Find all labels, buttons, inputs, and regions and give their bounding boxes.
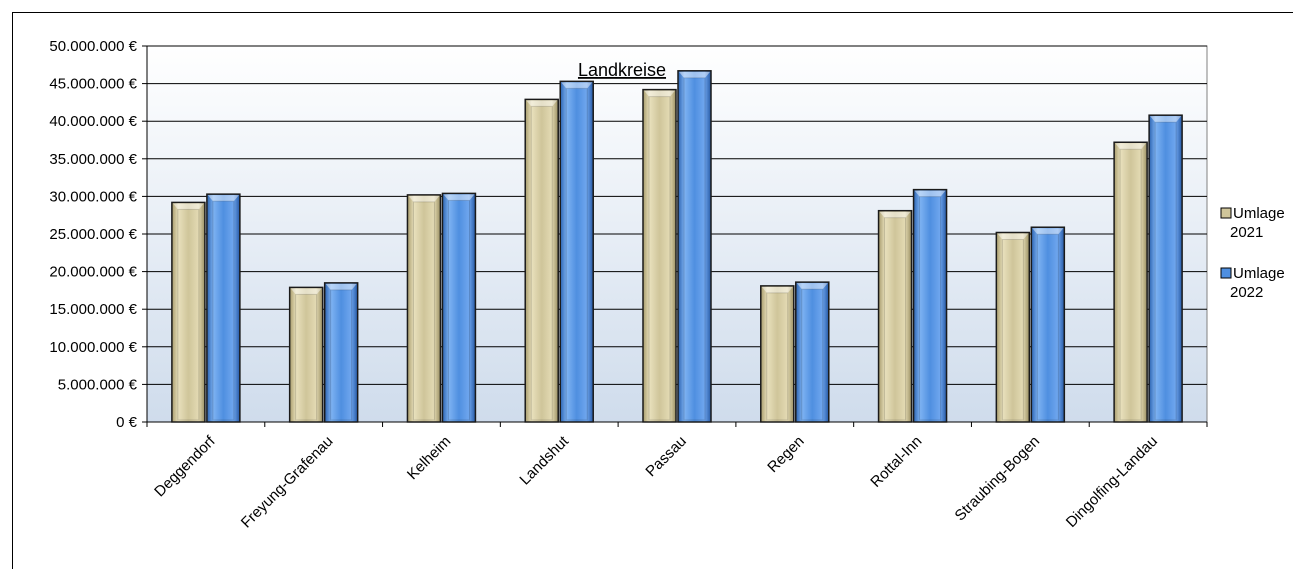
gridlines (147, 45, 1207, 385)
bar-bevel (914, 190, 946, 197)
legend-label: 2021 (1230, 224, 1263, 241)
legend-label: 2022 (1230, 284, 1263, 301)
legend-swatch (1220, 207, 1232, 219)
chart-frame (12, 12, 1293, 569)
bar-bevel (1032, 228, 1064, 235)
bar-umlage-2022 (1030, 226, 1066, 423)
legend-label: Umlage (1233, 205, 1285, 222)
bar-bevel (1115, 143, 1147, 150)
y-tick-label: 45.000.000 € (49, 76, 137, 93)
legend: Umlage 2021 Umlage 2022 (1220, 205, 1285, 301)
bar-inner-bevel (1119, 148, 1142, 421)
x-axis: Deggendorf Freyung-Grafenau Kelheim Landshu… (146, 421, 1208, 532)
bar-bevel (526, 100, 558, 107)
bar-umlage-2022 (323, 282, 359, 423)
bar-bevel (679, 71, 710, 78)
bar-inner-bevel (212, 200, 235, 421)
bar-inner-bevel (1001, 238, 1024, 421)
bar-inner-bevel (330, 289, 353, 421)
bar-inner-bevel (884, 217, 907, 421)
bar-umlage-2021 (642, 88, 677, 423)
bar-umlage-2022 (912, 188, 948, 423)
bar-inner-bevel (177, 208, 200, 421)
y-tick-label: 0 € (116, 414, 138, 431)
bar-umlage-2022 (559, 80, 594, 423)
bar-umlage-2021 (877, 209, 913, 423)
bar-umlage-2022 (1148, 114, 1183, 423)
y-axis: 0 € 5.000.000 € 10.000.000 € 15.000.000 € 20… (49, 38, 148, 431)
bar-bevel (644, 90, 675, 97)
x-tick-label: Passau (642, 433, 689, 480)
bar-umlage-2021 (171, 201, 206, 423)
bars (171, 70, 1183, 423)
x-tick-label: Regen (764, 433, 807, 476)
bar-bevel (207, 195, 239, 202)
bar-umlage-2022 (677, 70, 712, 423)
x-tick-label: Dingolfing-Landau (1063, 433, 1161, 531)
bar-inner-bevel (447, 199, 470, 421)
y-tick-label: 50.000.000 € (49, 38, 137, 55)
bar-bevel (443, 194, 475, 201)
bar-inner-bevel (919, 196, 942, 421)
y-tick-label: 20.000.000 € (49, 264, 137, 281)
bar-bevel (408, 195, 440, 202)
bar-inner-bevel (801, 288, 824, 421)
x-tick-label: Rottal-Inn (867, 433, 925, 491)
bar-umlage-2021 (288, 286, 324, 423)
bar-umlage-2021 (760, 285, 795, 423)
bar-bevel (879, 211, 911, 218)
bar-bevel (172, 203, 204, 210)
bar-umlage-2022 (795, 281, 830, 423)
y-tick-label: 15.000.000 € (49, 301, 137, 318)
y-tick-label: 35.000.000 € (49, 151, 137, 168)
y-tick-label: 40.000.000 € (49, 113, 137, 130)
bar-umlage-2021 (1113, 141, 1148, 423)
x-tick-label: Landshut (516, 432, 572, 488)
x-tick-label: Straubing-Bogen (952, 433, 1044, 525)
bar-umlage-2022 (441, 192, 477, 423)
bar-umlage-2021 (524, 98, 559, 423)
bar-inner-bevel (412, 201, 435, 421)
bar-inner-bevel (648, 96, 671, 421)
bar-inner-bevel (530, 105, 553, 421)
y-tick-label: 10.000.000 € (49, 339, 137, 356)
bar-bevel (561, 82, 593, 89)
bar-inner-bevel (683, 77, 706, 421)
x-tick-label: Kelheim (404, 433, 454, 483)
bar-bevel (290, 288, 322, 295)
bar-inner-bevel (766, 292, 789, 421)
x-tick-label: Deggendorf (151, 432, 219, 500)
x-tick-label: Freyung-Grafenau (238, 433, 337, 532)
bar-inner-bevel (1036, 233, 1059, 421)
bar-bevel (997, 233, 1029, 240)
bar-umlage-2021 (995, 231, 1031, 423)
legend-swatch (1220, 267, 1232, 279)
y-tick-label: 25.000.000 € (49, 226, 137, 243)
bar-inner-bevel (565, 87, 588, 421)
bar-umlage-2021 (406, 194, 442, 423)
bar-inner-bevel (1154, 121, 1177, 421)
bar-bevel (796, 283, 828, 290)
bar-umlage-2022 (206, 193, 241, 423)
chart-title: Landkreise (578, 60, 666, 80)
bar-bevel (761, 286, 793, 293)
legend-label: Umlage (1233, 265, 1285, 282)
y-tick-label: 5.000.000 € (58, 376, 138, 393)
bar-inner-bevel (295, 293, 318, 421)
bar-bevel (1150, 116, 1182, 123)
bar-bevel (325, 283, 357, 290)
y-tick-label: 30.000.000 € (49, 188, 137, 205)
